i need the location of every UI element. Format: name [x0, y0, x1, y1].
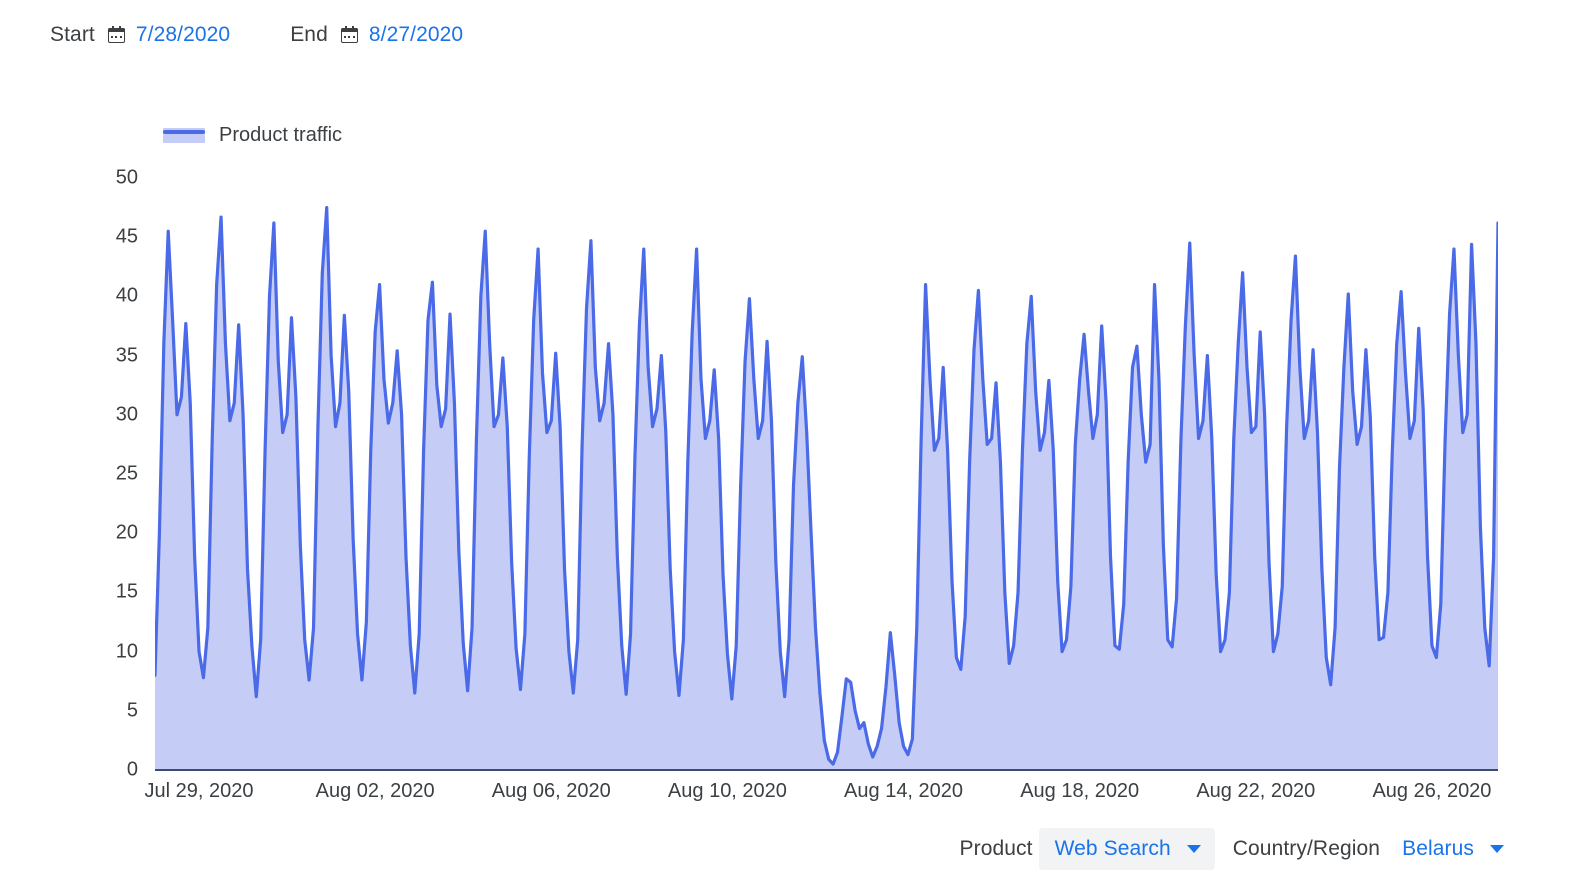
country-select[interactable]: Belarus: [1386, 828, 1518, 870]
area-line-path: [155, 208, 1498, 764]
y-axis: 0 5 10 15 20 25 30 35 40 45 50: [92, 105, 138, 815]
x-axis-tick: Jul 29, 2020: [144, 780, 254, 802]
chevron-down-icon: [1490, 845, 1504, 853]
country-filter-label: Country/Region: [1232, 837, 1381, 860]
area-fill-path: [155, 207, 1498, 770]
x-axis-tick: Aug 18, 2020: [1020, 780, 1140, 802]
chart-filter-controls: Product Web Search Country/Region Belaru…: [960, 826, 1518, 872]
calendar-icon: [107, 25, 127, 45]
chart-legend[interactable]: Product traffic: [163, 123, 342, 147]
y-axis-tick: 35: [115, 344, 138, 367]
x-axis-tick: Aug 22, 2020: [1196, 780, 1316, 802]
start-label: Start: [50, 23, 95, 46]
y-axis-tick: 10: [115, 640, 138, 663]
country-select-value: Belarus: [1402, 837, 1474, 860]
y-axis-tick: 40: [115, 284, 138, 307]
product-filter-label: Product: [959, 837, 1033, 860]
y-axis-tick: 0: [126, 758, 138, 781]
area-series-svg: [155, 178, 1498, 770]
y-axis-tick: 15: [115, 580, 138, 603]
y-axis-tick: 30: [115, 403, 138, 426]
x-axis-tick: Aug 02, 2020: [315, 780, 435, 802]
x-axis-tick: Aug 10, 2020: [667, 780, 787, 802]
y-axis-tick: 50: [115, 166, 138, 189]
start-date-group: Start 7/28/2020: [50, 18, 230, 52]
plot-area[interactable]: [155, 178, 1498, 770]
legend-label-product-traffic: Product traffic: [219, 123, 343, 146]
y-axis-tick: 20: [115, 521, 138, 544]
date-range-bar: Start 7/28/2020 End 8/27/2020: [50, 18, 463, 52]
end-label: End: [290, 23, 328, 46]
start-date-value[interactable]: 7/28/2020: [135, 23, 231, 46]
end-date-group: End 8/27/2020: [290, 18, 463, 52]
chevron-down-icon: [1186, 845, 1201, 853]
y-axis-tick: 5: [126, 699, 138, 722]
end-date-value[interactable]: 8/27/2020: [368, 23, 464, 46]
x-axis-line: [155, 769, 1498, 771]
product-select-value: Web Search: [1054, 837, 1171, 860]
legend-swatch-product-traffic: [163, 127, 205, 143]
x-axis: Jul 29, 2020 Aug 02, 2020 Aug 06, 2020 Aug …: [0, 780, 1570, 810]
product-select[interactable]: Web Search: [1038, 828, 1215, 870]
x-axis-tick: Aug 26, 2020: [1372, 780, 1492, 802]
y-axis-tick: 45: [115, 225, 138, 248]
x-axis-tick: Aug 14, 2020: [844, 780, 964, 802]
y-axis-tick: 25: [115, 462, 138, 485]
x-axis-tick: Aug 06, 2020: [491, 780, 611, 802]
traffic-chart: Product traffic 0 5 10 15 20 25 30 35 40 45 50 Jul…: [0, 105, 1570, 815]
calendar-icon: [340, 25, 360, 45]
